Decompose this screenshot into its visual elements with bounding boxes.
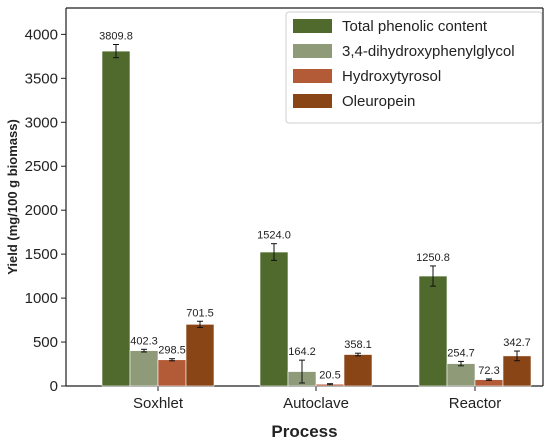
bar-value-label: 164.2 [288, 346, 316, 358]
bar-value-label: 701.5 [186, 307, 214, 319]
bar-value-label: 20.5 [319, 370, 340, 382]
x-axis-title: Process [271, 422, 337, 441]
y-tick-label: 2000 [25, 202, 58, 219]
bar-value-label: 254.7 [447, 347, 475, 359]
legend-label: Hydroxytyrosol [342, 68, 441, 85]
y-tick-label: 3000 [25, 114, 58, 131]
y-tick-label: 4000 [25, 26, 58, 43]
legend-swatch [293, 44, 332, 58]
bar-value-label: 358.1 [344, 339, 372, 351]
bar-value-label: 72.3 [478, 365, 499, 377]
plot-area: 0 500 1000 1500 2000 2500 3000 3500 4000 Soxhlet 3… [25, 7, 544, 412]
legend-label: 3,4-dihydroxyphenylglycol [342, 43, 515, 60]
x-category-label: Reactor [449, 395, 502, 412]
legend-swatch [293, 19, 332, 33]
bar-value-label: 342.7 [503, 337, 531, 349]
bar-0-3 [185, 324, 215, 387]
bar-1-3 [343, 354, 373, 387]
y-tick-label: 0 [50, 378, 58, 395]
x-category-label: Autoclave [283, 395, 349, 412]
bar-0-2 [157, 359, 187, 387]
bar-value-label: 1250.8 [416, 252, 450, 264]
y-tick-label: 3500 [25, 70, 58, 87]
bar-value-label: 3809.8 [99, 30, 133, 42]
bar-0-1 [129, 350, 159, 387]
bar-0-0 [101, 50, 131, 387]
y-tick-label: 2500 [25, 158, 58, 175]
bar-value-label: 298.5 [158, 345, 186, 357]
bar-2-1 [446, 363, 476, 387]
legend: Total phenolic content 3,4-dihydroxypheny… [285, 11, 543, 124]
bar-1-0 [259, 251, 289, 387]
legend-label: Oleuropein [342, 93, 415, 110]
legend-box [285, 11, 543, 124]
y-tick-label: 1500 [25, 246, 58, 263]
y-tick-label: 500 [33, 334, 58, 351]
legend-label: Total phenolic content [342, 18, 488, 35]
legend-swatch [293, 69, 332, 83]
y-axis-title: Yield (mg/100 g biomass) [5, 119, 20, 275]
bar-value-label: 1524.0 [257, 230, 291, 242]
y-tick-label: 1000 [25, 290, 58, 307]
legend-swatch [293, 94, 332, 108]
bar-2-0 [418, 275, 448, 387]
bar-value-label: 402.3 [130, 335, 158, 347]
x-category-label: Soxhlet [133, 395, 184, 412]
